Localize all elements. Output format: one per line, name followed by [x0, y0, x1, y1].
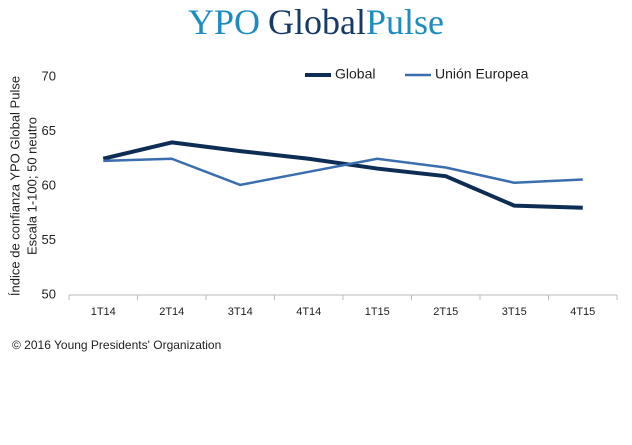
y-tick-label: 65	[42, 123, 56, 138]
x-tick-label: 2T15	[433, 306, 458, 318]
y-tick-label: 50	[42, 286, 56, 301]
series-line	[102, 140, 583, 210]
logo-part: Global	[268, 2, 366, 42]
series-line	[103, 157, 583, 187]
x-tick-label: 3T14	[228, 306, 253, 318]
y-tick-label: 60	[42, 177, 56, 192]
y-axis-label: Escala 1-100; 50 neutro	[24, 117, 39, 255]
logo: YPO GlobalPulse	[188, 2, 444, 42]
x-tick-label: 1T14	[91, 306, 116, 318]
x-tick-label: 2T14	[159, 306, 184, 318]
footer: © 2016 Young Presidents' Organization	[12, 338, 221, 352]
y-tick-label: 70	[42, 68, 56, 83]
logo-part: Pulse	[366, 2, 444, 42]
logo-part: YPO	[188, 2, 260, 42]
y-axis-label: Índice de confianza YPO Global Pulse	[7, 76, 22, 296]
legend-label: Global	[335, 66, 375, 82]
x-tick-label: 4T15	[570, 306, 595, 318]
x-tick-label: 3T15	[502, 306, 527, 318]
y-tick-label: 55	[42, 232, 56, 247]
legend-label: Unión Europea	[435, 66, 529, 82]
x-tick-label: 4T14	[296, 306, 321, 318]
x-tick-label: 1T15	[365, 306, 390, 318]
